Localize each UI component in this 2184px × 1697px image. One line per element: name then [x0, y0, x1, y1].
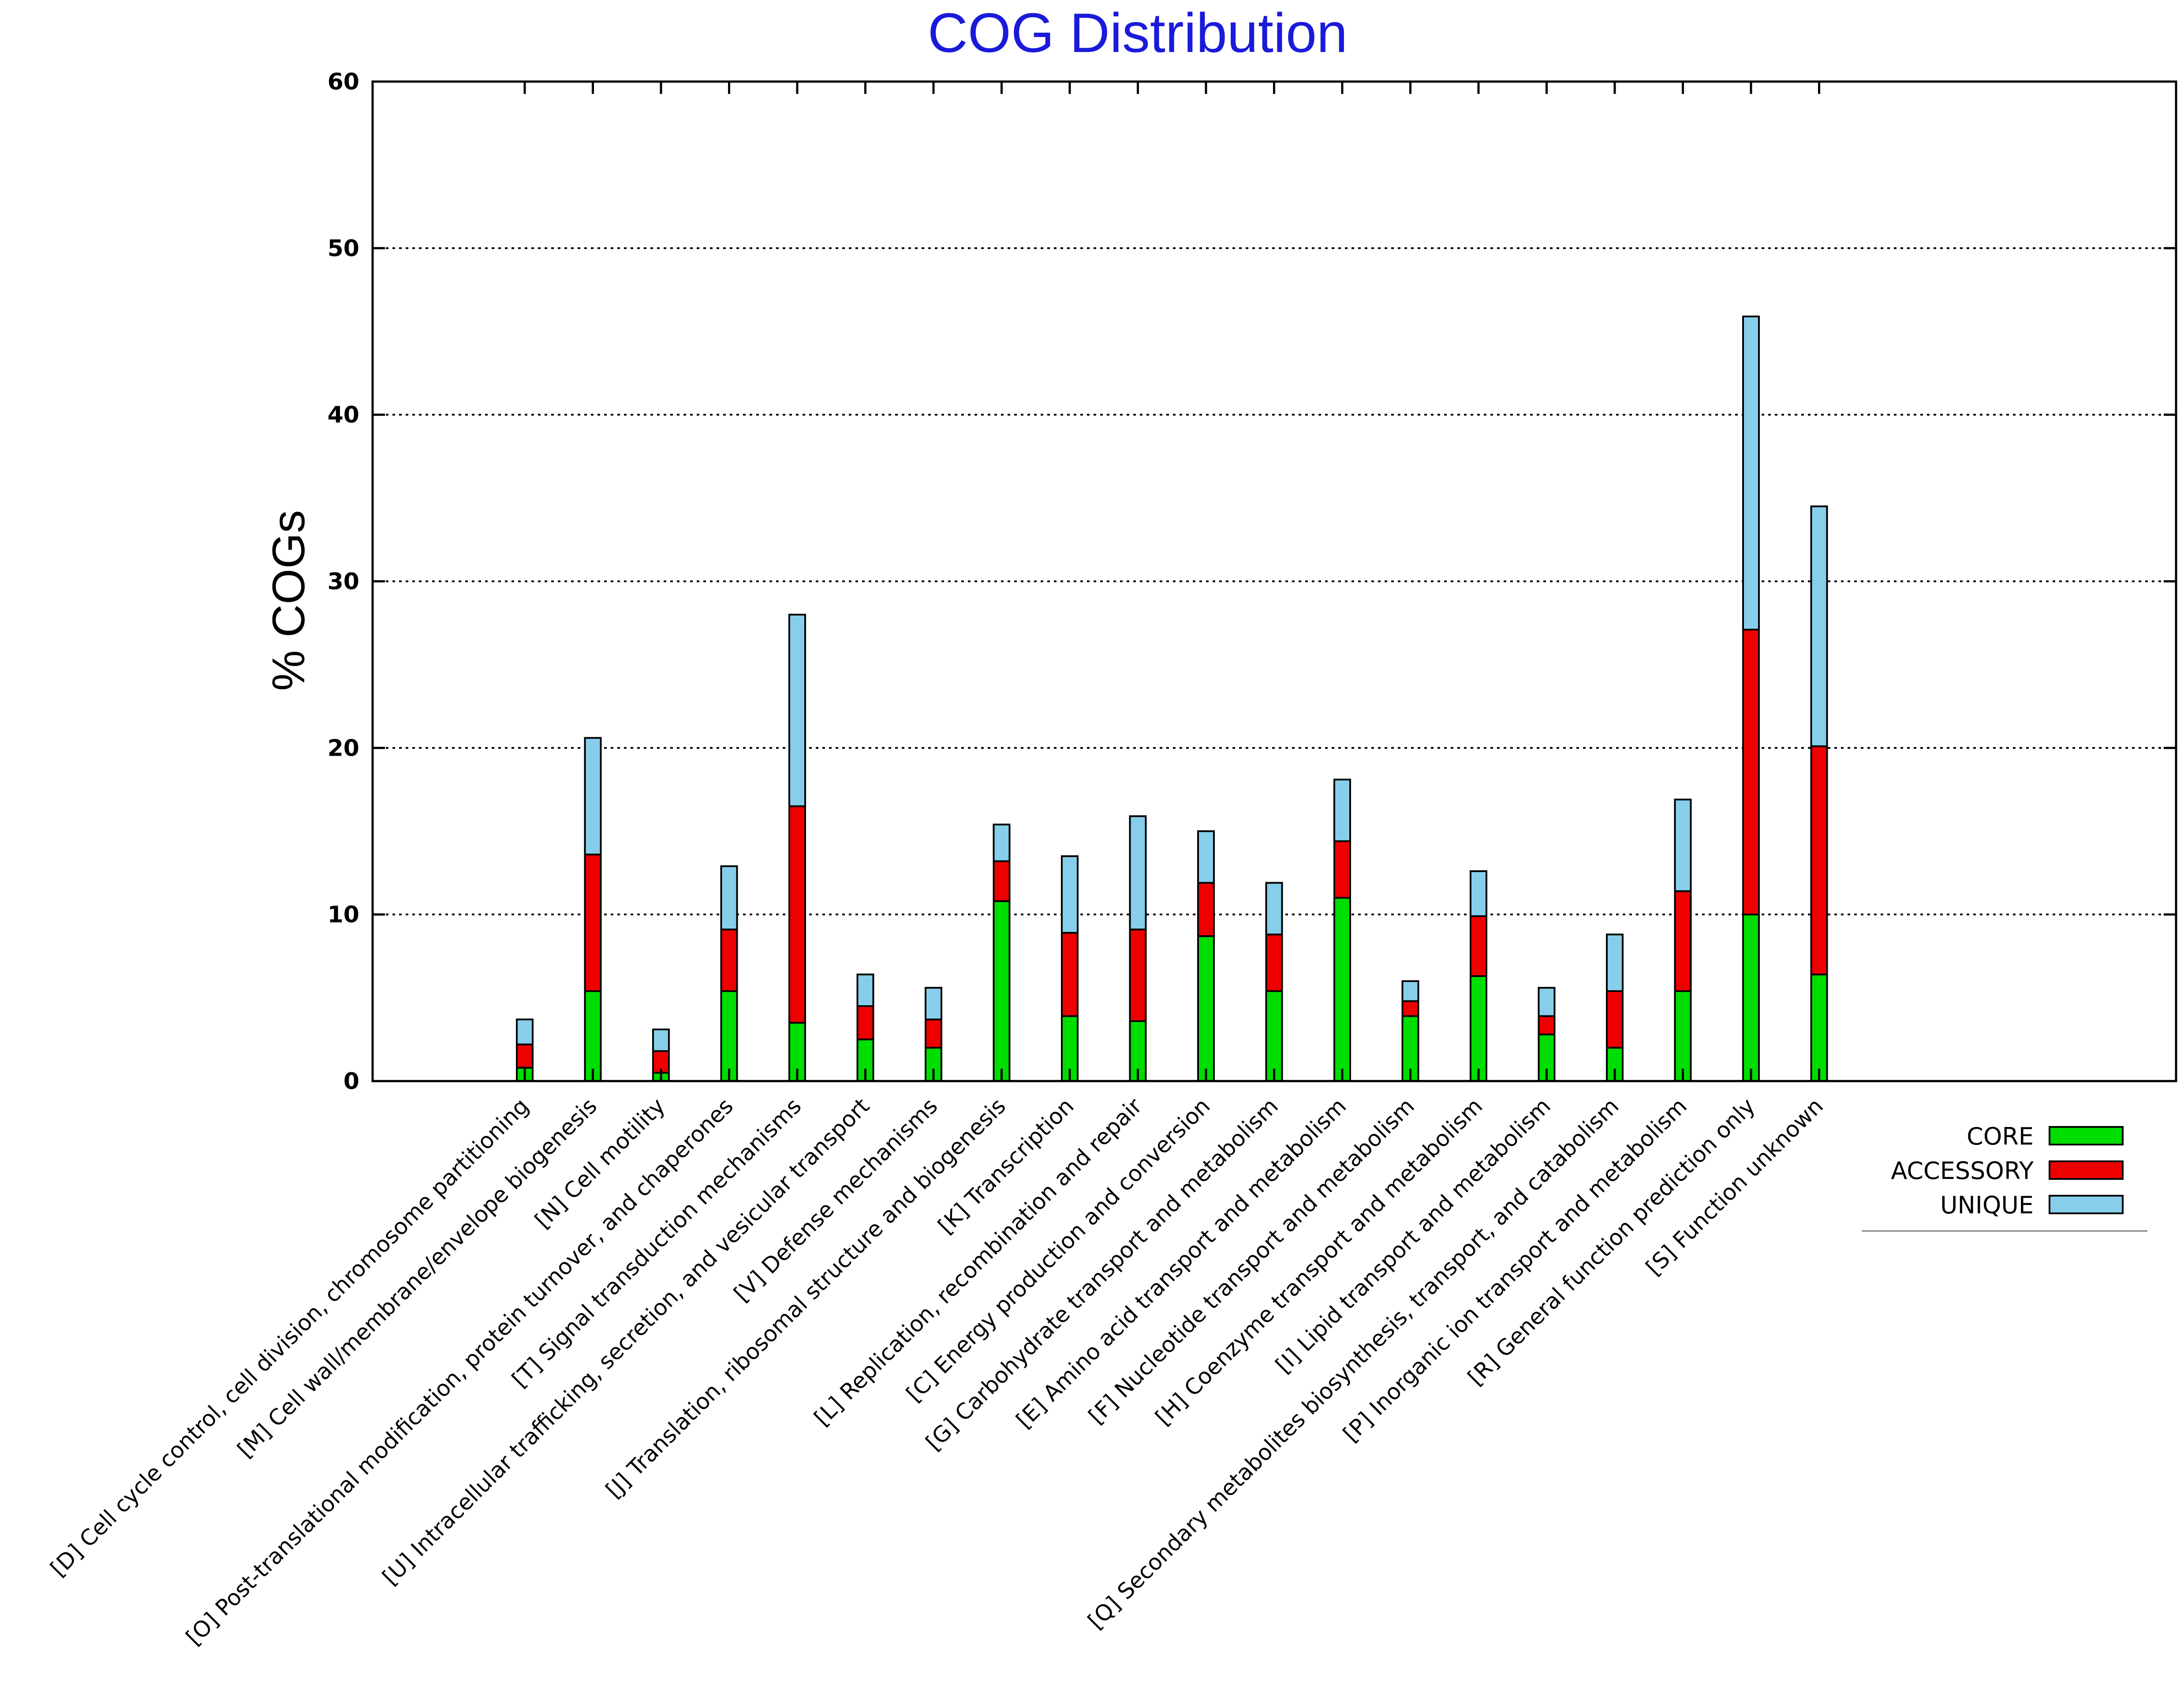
bar-accessory-4: [720, 929, 738, 992]
bar-accessory-19: [1742, 629, 1760, 916]
bars-layer: [516, 315, 1828, 1082]
grid-layer: [373, 247, 2176, 916]
bar-unique-8: [993, 824, 1011, 862]
bar-core-12: [1265, 990, 1283, 1082]
bar-unique-3: [652, 1028, 670, 1052]
bar-core-8: [993, 900, 1011, 1082]
bar-unique-4: [720, 865, 738, 931]
bar-accessory-13: [1333, 840, 1351, 899]
ticks-layer: [373, 80, 2176, 1082]
bar-accessory-5: [788, 805, 806, 1024]
legend-label-unique: UNIQUE: [1940, 1191, 2034, 1219]
bar-core-19: [1742, 914, 1760, 1082]
bar-unique-15: [1470, 870, 1487, 917]
bar-accessory-11: [1197, 882, 1215, 937]
bar-unique-2: [584, 737, 602, 856]
bar-unique-16: [1538, 987, 1556, 1017]
bar-unique-17: [1606, 933, 1624, 992]
bar-unique-9: [1061, 855, 1079, 934]
bar-accessory-16: [1538, 1015, 1556, 1036]
y-tick-label: 10: [328, 902, 359, 928]
x-tick-labels: [D] Cell cycle control, cell division, c…: [45, 1093, 1828, 1650]
bar-accessory-20: [1810, 745, 1828, 976]
y-tick-label: 0: [343, 1068, 359, 1095]
bar-unique-7: [925, 987, 942, 1021]
bar-unique-10: [1129, 815, 1147, 931]
bar-unique-5: [788, 614, 806, 807]
y-tick-label: 60: [328, 69, 359, 95]
bar-accessory-1: [516, 1043, 534, 1069]
bar-accessory-6: [856, 1005, 874, 1041]
legend-swatch-unique: [2049, 1195, 2124, 1214]
legend-label-core: CORE: [1967, 1123, 2034, 1150]
bar-unique-19: [1742, 315, 1760, 631]
bar-accessory-14: [1401, 1000, 1419, 1017]
bar-unique-13: [1333, 779, 1351, 842]
bar-core-15: [1470, 975, 1487, 1082]
bar-core-2: [584, 990, 602, 1082]
y-axis-label: % COGs: [263, 510, 314, 691]
y-tick-label: 30: [328, 569, 359, 595]
bar-unique-18: [1674, 798, 1692, 892]
bar-accessory-18: [1674, 890, 1692, 992]
legend: CORE ACCESSORY UNIQUE: [1862, 1123, 2147, 1232]
y-tick-labels: 0 10 20 30 40 50 60: [328, 69, 359, 1095]
legend-swatch-accessory: [2049, 1160, 2124, 1180]
bar-core-18: [1674, 990, 1692, 1082]
x-tick-label: [F] Nucleotide transport and metabolism: [1084, 1093, 1419, 1428]
y-tick-label: 50: [328, 235, 359, 262]
bar-unique-14: [1401, 980, 1419, 1002]
legend-swatch-core: [2049, 1126, 2124, 1145]
bar-unique-6: [856, 973, 874, 1007]
bar-accessory-7: [925, 1018, 942, 1049]
bar-unique-12: [1265, 882, 1283, 936]
bar-unique-20: [1810, 505, 1828, 747]
x-tick-label: [N] Cell motility: [530, 1093, 670, 1233]
bar-core-4: [720, 990, 738, 1082]
bar-accessory-12: [1265, 933, 1283, 992]
chart-title: COG Distribution: [928, 2, 1348, 64]
bar-accessory-2: [584, 854, 602, 992]
bar-accessory-15: [1470, 915, 1487, 977]
bar-accessory-9: [1061, 932, 1079, 1017]
bar-core-11: [1197, 935, 1215, 1082]
y-tick-label: 20: [328, 735, 359, 761]
bar-accessory-8: [993, 860, 1011, 902]
bar-accessory-10: [1129, 929, 1147, 1022]
bar-core-13: [1333, 897, 1351, 1082]
bar-accessory-17: [1606, 990, 1624, 1049]
bar-core-20: [1810, 973, 1828, 1082]
y-tick-label: 40: [328, 402, 359, 429]
legend-label-accessory: ACCESSORY: [1891, 1157, 2034, 1185]
bar-unique-11: [1197, 830, 1215, 884]
bar-unique-1: [516, 1018, 534, 1045]
